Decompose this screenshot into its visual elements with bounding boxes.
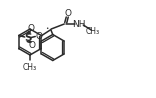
Text: CH₃: CH₃ [86, 27, 100, 36]
Text: CH₃: CH₃ [23, 64, 37, 73]
Text: O: O [35, 32, 42, 41]
Text: •: • [45, 26, 48, 31]
Text: S: S [24, 33, 32, 43]
Text: O: O [27, 24, 34, 33]
Text: O: O [28, 41, 35, 50]
Text: NH: NH [72, 20, 85, 29]
Text: O: O [64, 9, 71, 18]
